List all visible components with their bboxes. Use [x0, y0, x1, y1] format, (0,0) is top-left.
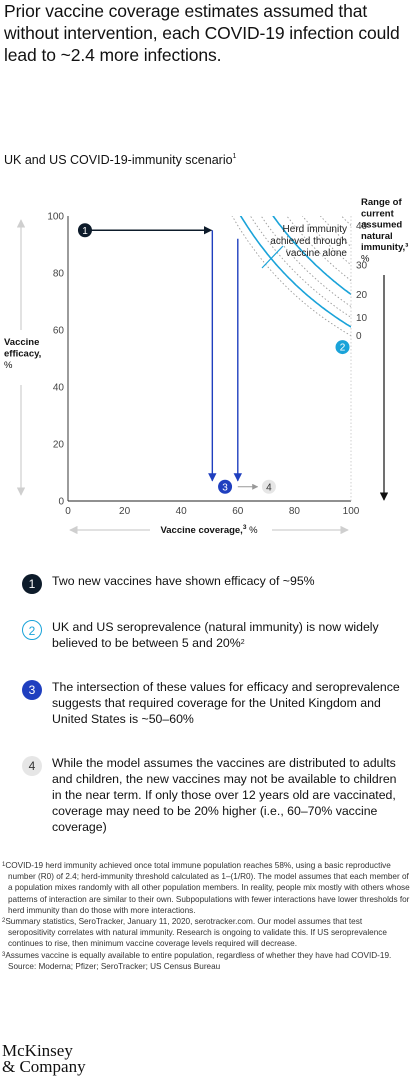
x-tick-label: 80 — [289, 506, 301, 517]
right-axis-label: 20 — [356, 290, 368, 301]
chart-subtitle: UK and US COVID-19-immunity scenario1 — [4, 153, 236, 167]
x-axis-title: Vaccine coverage,3 % — [160, 524, 258, 536]
chart-title: Prior vaccine coverage estimates assumed… — [4, 1, 400, 65]
footnotes: 1COVID-19 herd immunity achieved once to… — [2, 860, 410, 972]
marker-circle — [335, 340, 350, 355]
note-text-body: The intersection of these values for eff… — [52, 680, 400, 726]
axes-group: 02040608010002040608010001020304050Range… — [4, 197, 408, 536]
immunity-curve-dotted — [340, 216, 351, 226]
dotted-curves-group — [231, 190, 351, 337]
x-tick-label: 60 — [232, 506, 244, 517]
annotation-group: Herd immunity achieved through vaccine alo… — [261, 224, 347, 269]
annotation-leader-line — [261, 245, 284, 269]
right-axis-label: 10 — [356, 313, 368, 324]
herd-immunity-annotation-line: vaccine alone — [286, 248, 348, 259]
logo-line-2: & Company — [2, 1057, 86, 1076]
note-badge: 4 — [22, 756, 42, 776]
x-axis-title-sup: 3 — [243, 524, 247, 531]
subtitle-footnote-mark: 1 — [232, 153, 237, 160]
guide-lines-group — [84, 226, 259, 490]
immunity-curve-dotted — [231, 216, 351, 337]
x-tick-label: 20 — [119, 506, 131, 517]
note-footnote-mark: 2 — [240, 639, 245, 646]
footnote-mark: 1 — [2, 862, 6, 868]
right-axis-title-line: immunity,³ — [361, 242, 408, 253]
x-axis-title-unit: % — [246, 525, 258, 536]
immunity-curve-dotted — [282, 190, 351, 201]
immunity-curve-highlight — [272, 216, 351, 296]
note-text-body: Two new vaccines have shown efficacy of … — [52, 574, 315, 588]
herd-immunity-annotation-line: achieved through — [270, 236, 347, 247]
immunity-curve-dotted — [249, 216, 351, 318]
footnote-text: Summary statistics, SeroTracker, January… — [5, 917, 387, 949]
footnote-text: Assumes vaccine is equally available to … — [5, 950, 392, 960]
note-text: Two new vaccines have shown efficacy of … — [52, 573, 402, 589]
right-axis-title-line: Range of — [361, 197, 402, 208]
note-text: The intersection of these values for eff… — [52, 679, 402, 727]
y-tick-label: 60 — [53, 326, 65, 337]
note-badge: 3 — [22, 680, 42, 700]
herd-immunity-annotation: Herd immunity achieved through vaccine alo… — [270, 224, 347, 259]
subtitle-text: UK and US COVID-19-immunity scenario — [4, 153, 233, 167]
immunity-curve-dotted — [260, 216, 351, 307]
note-badge: 2 — [22, 620, 42, 640]
marker-circle — [261, 479, 276, 494]
y-axis-title-line: Vaccine — [4, 337, 39, 348]
y-tick-label: 100 — [47, 212, 64, 223]
markers-group: 1 2 3 4 — [77, 223, 350, 494]
footnote-text: COVID-19 herd immunity achieved once tot… — [5, 861, 410, 915]
y-tick-label: 20 — [53, 440, 65, 451]
marker-circle — [77, 223, 92, 238]
highlight-curves-group — [239, 216, 351, 328]
footnote-mark: 2 — [2, 918, 6, 925]
y-axis-title-line: efficacy, — [4, 349, 41, 360]
x-tick-label: 100 — [343, 506, 360, 517]
note-text: UK and US seroprevalence (natural immuni… — [52, 619, 402, 651]
x-tick-label: 0 — [65, 506, 71, 517]
y-tick-label: 0 — [58, 497, 64, 508]
immunity-curve-highlight — [239, 216, 351, 328]
note-text-body: UK and US seroprevalence (natural immuni… — [52, 620, 379, 650]
y-tick-label: 40 — [53, 383, 65, 394]
footnote-mark: 3 — [2, 951, 6, 958]
right-axis-title: Range of current assumed natural immunity,³% — [361, 197, 408, 265]
marker-label: 1 — [82, 226, 88, 237]
footnote-3: 3Assumes vaccine is equally available to… — [2, 950, 410, 961]
logo-line-1: McKinsey — [2, 1041, 73, 1060]
marker-label: 2 — [340, 343, 346, 354]
y-axis-title-line: % — [4, 360, 13, 371]
footnote-1: 1COVID-19 herd immunity achieved once to… — [2, 860, 410, 916]
note-text: While the model assumes the vaccines are… — [52, 755, 402, 835]
x-tick-label: 40 — [176, 506, 188, 517]
note-text-body: While the model assumes the vaccines are… — [52, 756, 397, 834]
herd-immunity-annotation-line: Herd immunity — [283, 224, 347, 235]
right-axis-title-line: % — [361, 254, 370, 265]
marker-label: 4 — [266, 482, 272, 493]
right-axis-title-line: natural — [361, 231, 393, 242]
note-badge: 1 — [22, 574, 42, 594]
mckinsey-logo: McKinsey & Company — [2, 1041, 86, 1076]
source-line: Source: Moderna; Pfizer; SeroTracker; US… — [8, 961, 221, 971]
y-axis-title: Vaccine efficacy,% — [4, 337, 41, 371]
marker-label: 3 — [222, 482, 228, 493]
marker-circle — [218, 479, 233, 494]
x-axis-title-text: Vaccine coverage, — [160, 525, 242, 536]
right-axis-label: 40 — [356, 221, 368, 232]
immunity-chart: 02040608010002040608010001020304050Range… — [4, 190, 408, 536]
immunity-curve-dotted — [286, 216, 351, 281]
right-axis-label: 30 — [356, 260, 368, 271]
right-axis-label: 0 — [356, 331, 362, 342]
footnote-2: 2Summary statistics, SeroTracker, Januar… — [2, 916, 410, 950]
right-axis-title-line: current — [361, 208, 395, 219]
right-axis-title-line: assumed — [361, 220, 402, 231]
y-tick-label: 80 — [53, 269, 65, 280]
